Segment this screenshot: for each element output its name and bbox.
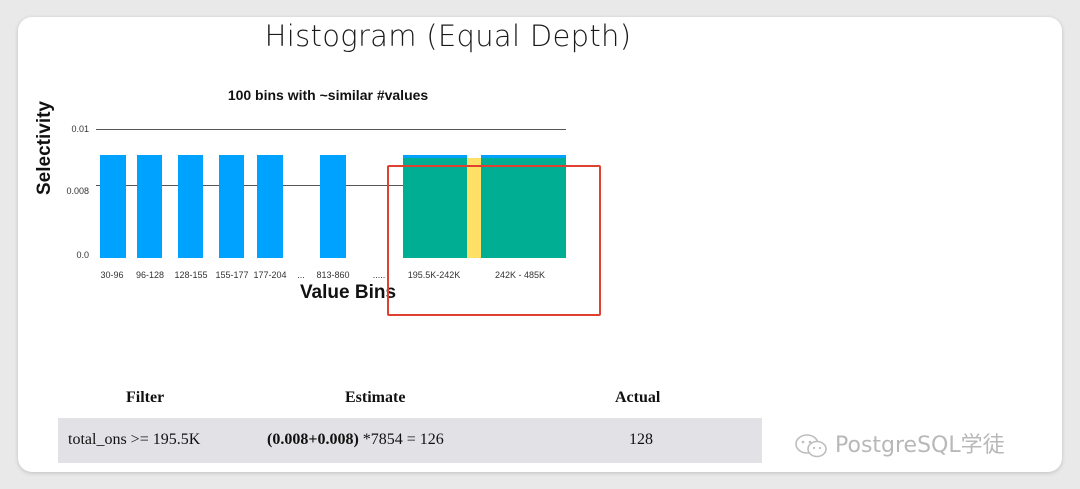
x-tick-label: 177-204 — [253, 270, 287, 280]
table-row — [58, 418, 762, 463]
bar — [481, 154, 566, 258]
boundary-strip — [467, 157, 481, 258]
estimate-cell: (0.008+0.008) *7854 = 126 — [267, 431, 444, 449]
bar — [219, 154, 244, 258]
x-tick-label: 242K - 485K — [494, 270, 546, 280]
x-tick-label: ... — [297, 270, 305, 280]
chart-title: 100 bins with ~similar #values — [227, 87, 429, 103]
header-estimate: Estimate — [345, 389, 406, 406]
x-tick-label: 128-155 — [174, 270, 208, 280]
bar — [320, 154, 346, 258]
watermark: PostgreSQL学徒 — [794, 427, 1054, 458]
bar — [137, 154, 162, 258]
x-tick-label: 155-177 — [215, 270, 249, 280]
bar — [257, 154, 283, 258]
slide: Histogram (Equal Depth) 100 bins with ~s… — [18, 17, 1062, 472]
x-tick-label: ..... — [372, 270, 386, 280]
header-actual: Actual — [615, 389, 661, 406]
bar — [403, 154, 467, 258]
estimate-bold: (0.008+0.008) — [267, 431, 359, 448]
x-axis-label: Value Bins — [299, 282, 397, 303]
watermark-text: PostgreSQL学徒 — [835, 433, 1005, 458]
y-tick-label: 0.008 — [66, 186, 89, 196]
wechat-icon — [795, 434, 827, 458]
header-filter: Filter — [126, 389, 165, 406]
x-tick-label: 813-860 — [316, 270, 350, 280]
x-tick-label: 96-128 — [135, 270, 165, 280]
bar — [100, 154, 126, 258]
x-tick-label: 30-96 — [100, 270, 124, 280]
actual-cell: 128 — [629, 431, 653, 448]
y-tick-label: 0.01 — [71, 124, 89, 134]
slide-title: Histogram (Equal Depth) — [264, 19, 632, 53]
y-axis-label: Selectivity — [34, 101, 55, 195]
gridline — [96, 129, 566, 130]
bar — [178, 154, 203, 258]
highlight-box — [387, 165, 601, 316]
estimate-rest: *7854 = 126 — [358, 431, 444, 448]
y-tick-label: 0.0 — [76, 250, 89, 260]
x-tick-label: 195.5K-242K — [407, 270, 461, 280]
filter-cell: total_ons >= 195.5K — [68, 431, 201, 448]
